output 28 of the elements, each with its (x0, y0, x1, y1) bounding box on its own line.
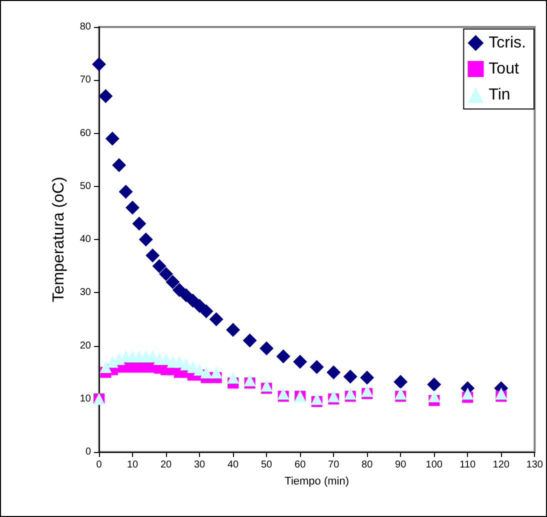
x-tick-label: 100 (426, 460, 443, 470)
x-tick-label: 120 (492, 460, 510, 470)
x-tick-label: 50 (261, 460, 273, 470)
x-tick-label: 60 (294, 460, 306, 470)
x-tick-label: 90 (395, 460, 407, 470)
y-tick-label: 10 (80, 393, 92, 404)
x-tick-label: 110 (460, 460, 476, 470)
x-tick-label: 130 (526, 460, 544, 470)
x-axis-title: Tiempo (min) (284, 476, 350, 488)
legend-label: Tout (488, 60, 520, 78)
x-tick-label: 0 (96, 460, 102, 470)
y-tick-label: 20 (80, 340, 92, 352)
x-tick-label: 10 (126, 460, 139, 470)
y-tick-label: 70 (80, 74, 92, 86)
y-tick-label: 80 (80, 22, 92, 32)
y-tick-label: 60 (80, 128, 92, 139)
x-tick-label: 30 (194, 460, 206, 470)
y-axis-title: Temperatura (oC) (50, 176, 68, 302)
x-tick-label: 40 (227, 460, 240, 470)
y-tick-label: 30 (80, 287, 92, 298)
x-tick-label: 80 (362, 460, 374, 470)
y-tick-label: 50 (80, 180, 92, 192)
x-tick-label: 20 (160, 460, 172, 470)
legend-label: Tcris. (488, 34, 526, 52)
x-tick-label: 70 (328, 460, 340, 470)
y-tick-label: 0 (85, 446, 92, 458)
y-tick-label: 40 (80, 234, 92, 245)
legend-label: Tin (488, 86, 510, 104)
